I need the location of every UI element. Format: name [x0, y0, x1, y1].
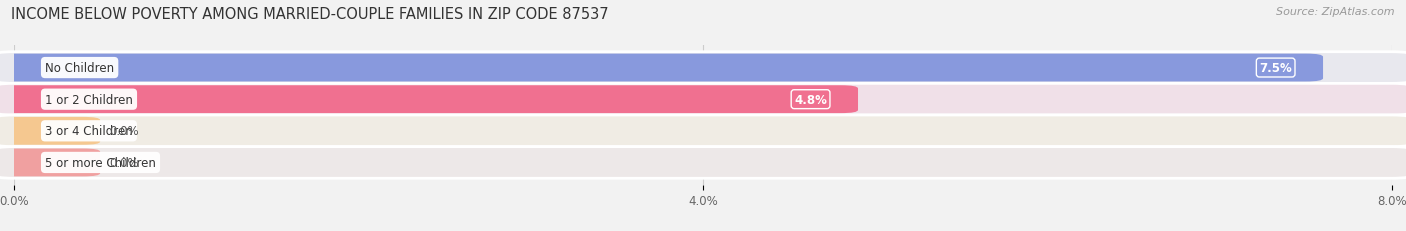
FancyBboxPatch shape [0, 86, 858, 114]
Text: INCOME BELOW POVERTY AMONG MARRIED-COUPLE FAMILIES IN ZIP CODE 87537: INCOME BELOW POVERTY AMONG MARRIED-COUPL… [11, 7, 609, 22]
Text: No Children: No Children [45, 62, 114, 75]
Text: 1 or 2 Children: 1 or 2 Children [45, 93, 134, 106]
Text: Source: ZipAtlas.com: Source: ZipAtlas.com [1277, 7, 1395, 17]
Text: 3 or 4 Children: 3 or 4 Children [45, 125, 132, 138]
FancyBboxPatch shape [0, 117, 100, 145]
FancyBboxPatch shape [0, 84, 1406, 116]
Text: 4.8%: 4.8% [794, 93, 827, 106]
Text: 0.0%: 0.0% [108, 125, 138, 138]
FancyBboxPatch shape [0, 54, 1323, 82]
Text: 5 or more Children: 5 or more Children [45, 156, 156, 169]
FancyBboxPatch shape [0, 147, 1406, 179]
Text: 7.5%: 7.5% [1260, 62, 1292, 75]
FancyBboxPatch shape [0, 149, 100, 177]
FancyBboxPatch shape [0, 52, 1406, 84]
FancyBboxPatch shape [0, 116, 1406, 147]
Text: 0.0%: 0.0% [108, 156, 138, 169]
